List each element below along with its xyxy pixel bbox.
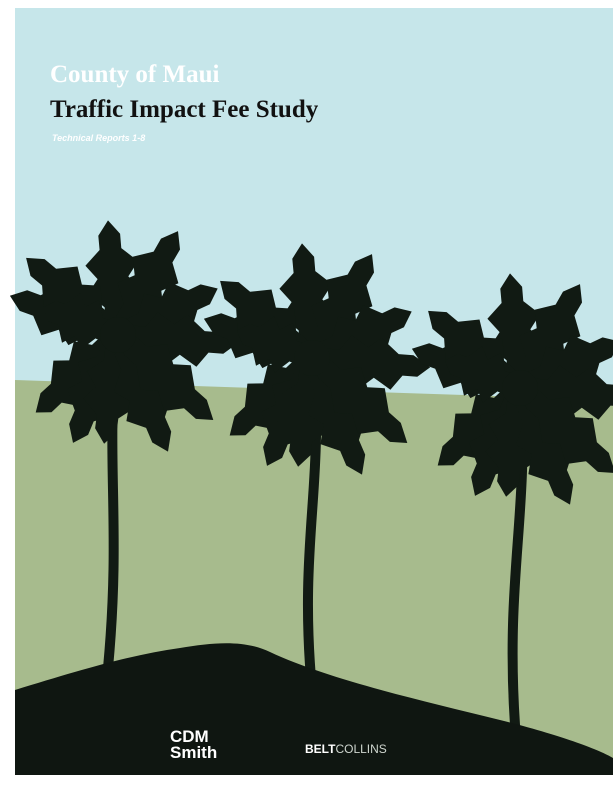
crown <box>100 317 136 353</box>
subtitle: Traffic Impact Fee Study <box>50 96 319 123</box>
cover: County of Maui Traffic Impact Fee Study … <box>0 0 613 785</box>
cdm-logo: Smith <box>170 743 217 762</box>
belt-logo-bold: BELT <box>305 742 336 756</box>
title: County of Maui <box>50 61 220 88</box>
belt-logo-light: COLLINS <box>335 742 386 756</box>
page: County of Maui Traffic Impact Fee Study … <box>0 0 613 785</box>
note: Technical Reports 1-8 <box>52 133 145 143</box>
crown <box>502 370 538 406</box>
crown <box>294 340 330 376</box>
belt-logo: BELTCOLLINS <box>305 742 387 756</box>
